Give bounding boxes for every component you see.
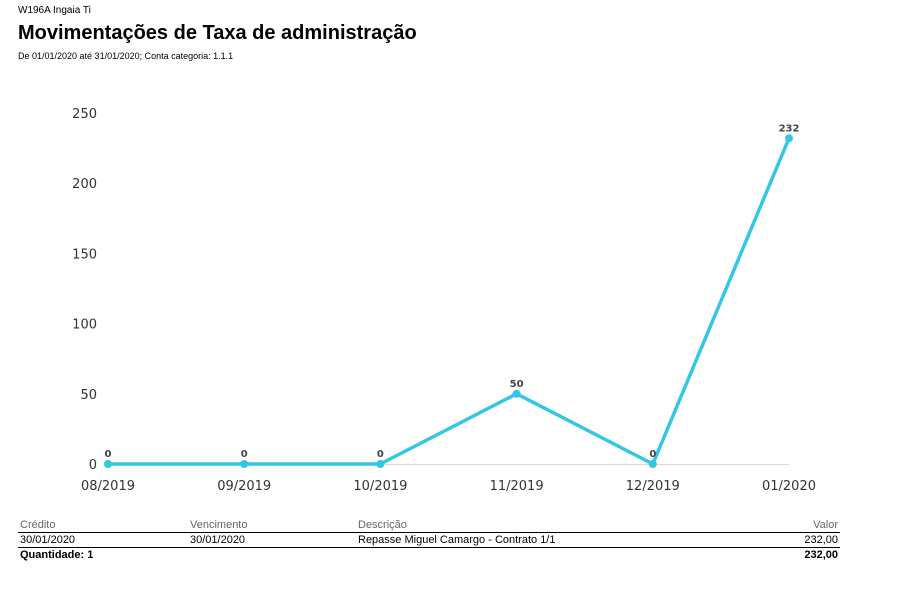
y-axis: 0 50 100 150 200 250: [72, 107, 97, 473]
cell-vencimento: 30/01/2020: [190, 534, 246, 546]
x-axis: 08/2019 09/2019 10/2019 11/2019 12/2019 01/20…: [81, 479, 816, 494]
data-point: [376, 460, 385, 468]
report-title: Movimentações de Taxa de administração: [18, 22, 417, 44]
data-label: 0: [649, 449, 656, 460]
data-label: 232: [779, 123, 800, 134]
x-tick-label: 12/2019: [626, 479, 680, 494]
cell-descricao: Repasse Miguel Camargo - Contrato 1/1: [358, 534, 556, 546]
data-point: [240, 460, 249, 468]
line-chart: 0 50 100 150 200 250 08/2019 09/2019 10/2019 11/…: [72, 107, 816, 494]
col-valor: Valor: [813, 519, 838, 531]
data-point: [104, 460, 112, 468]
data-labels: 0 0 0 50 0 232: [105, 123, 800, 460]
company-name: W196A Ingaia Ti: [18, 5, 91, 16]
table-header-row: Crédito Vencimento Descrição Valor: [18, 518, 840, 533]
x-tick-label: 11/2019: [490, 479, 544, 494]
total-value: 232,00: [804, 549, 838, 561]
x-tick-label: 10/2019: [353, 479, 407, 494]
data-point: [512, 389, 521, 398]
col-vencimento: Vencimento: [190, 519, 248, 531]
col-descricao: Descrição: [358, 519, 407, 531]
data-label: 0: [377, 449, 384, 460]
col-credito: Crédito: [20, 519, 56, 531]
y-tick-label: 100: [72, 318, 97, 333]
data-label: 0: [105, 449, 112, 460]
x-tick-label: 01/2020: [762, 479, 816, 494]
report-subtitle: De 01/01/2020 até 31/01/2020; Conta cate…: [18, 51, 234, 61]
data-point: [648, 460, 657, 468]
x-tick-label: 08/2019: [81, 479, 135, 494]
table-row: 30/01/2020 30/01/2020 Repasse Miguel Cam…: [18, 533, 840, 548]
y-tick-label: 150: [72, 247, 97, 262]
y-tick-label: 250: [72, 107, 97, 122]
x-tick-label: 09/2019: [217, 479, 271, 494]
data-label: 0: [241, 449, 248, 460]
quantity-label: Quantidade: 1: [20, 549, 94, 561]
cell-credito: 30/01/2020: [20, 534, 76, 546]
data-point: [785, 134, 793, 143]
movements-table: Crédito Vencimento Descrição Valor 30/01…: [18, 518, 840, 562]
data-points: [104, 134, 793, 468]
y-tick-label: 50: [80, 388, 97, 403]
table-footer-row: Quantidade: 1 232,00: [18, 548, 840, 563]
y-tick-label: 0: [89, 458, 97, 473]
y-tick-label: 200: [72, 177, 97, 192]
data-label: 50: [510, 379, 524, 390]
cell-valor: 232,00: [804, 534, 838, 546]
series-line: [108, 137, 791, 466]
